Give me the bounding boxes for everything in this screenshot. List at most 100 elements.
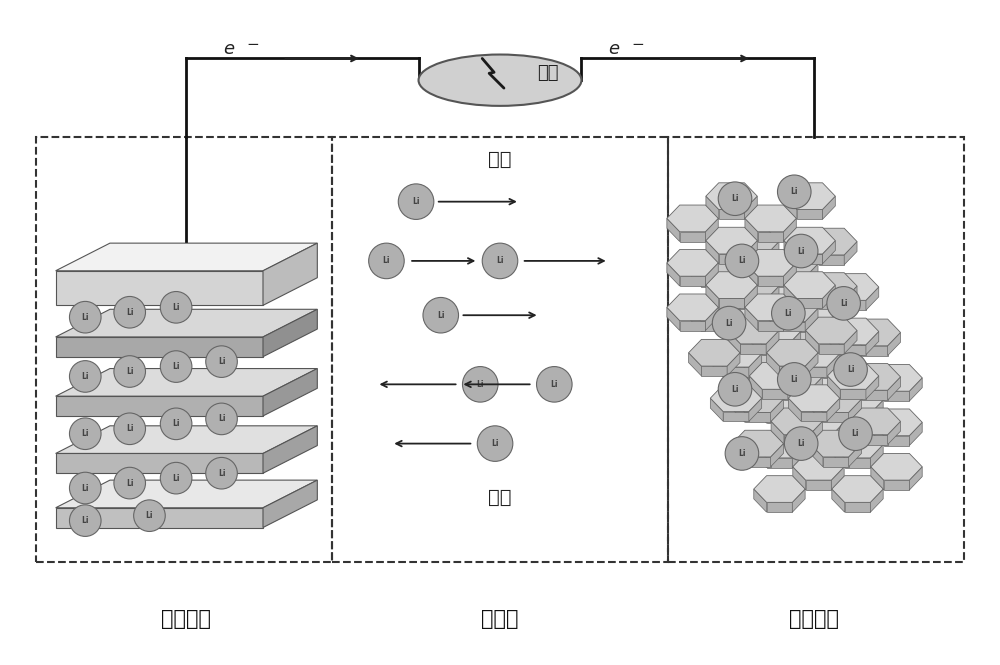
Polygon shape	[801, 367, 827, 377]
Text: Li: Li	[82, 313, 89, 322]
Polygon shape	[784, 285, 797, 309]
Circle shape	[160, 291, 192, 323]
Polygon shape	[788, 376, 801, 399]
Text: 负极材料: 负极材料	[789, 609, 839, 629]
Polygon shape	[723, 412, 749, 422]
Circle shape	[206, 346, 237, 378]
Polygon shape	[754, 444, 767, 467]
Circle shape	[712, 307, 746, 340]
Text: Li: Li	[82, 372, 89, 381]
Circle shape	[398, 184, 434, 219]
Polygon shape	[263, 426, 317, 473]
Polygon shape	[784, 227, 835, 254]
Polygon shape	[754, 431, 805, 458]
Polygon shape	[758, 276, 783, 286]
Polygon shape	[810, 332, 822, 356]
Text: Li: Li	[840, 299, 847, 308]
Polygon shape	[831, 422, 844, 446]
Polygon shape	[732, 386, 783, 412]
Polygon shape	[732, 354, 745, 378]
Circle shape	[834, 352, 867, 386]
Polygon shape	[827, 362, 879, 389]
Polygon shape	[710, 340, 762, 367]
Polygon shape	[744, 285, 757, 309]
Polygon shape	[822, 285, 835, 309]
Polygon shape	[705, 307, 718, 331]
Polygon shape	[767, 458, 792, 467]
Polygon shape	[719, 299, 744, 309]
Text: Li: Li	[126, 424, 133, 434]
Polygon shape	[870, 400, 883, 424]
Polygon shape	[766, 241, 779, 265]
Text: Li: Li	[172, 362, 180, 371]
Polygon shape	[832, 431, 883, 458]
Circle shape	[725, 437, 759, 470]
Polygon shape	[745, 263, 758, 286]
Circle shape	[839, 417, 872, 450]
Polygon shape	[779, 277, 805, 287]
Polygon shape	[680, 231, 705, 241]
Polygon shape	[801, 412, 827, 422]
Text: Li: Li	[172, 473, 180, 483]
Circle shape	[206, 458, 237, 489]
Polygon shape	[767, 264, 779, 287]
Text: 充电: 充电	[488, 150, 512, 169]
Circle shape	[784, 234, 818, 268]
Circle shape	[69, 418, 101, 450]
Polygon shape	[56, 337, 263, 356]
Polygon shape	[805, 309, 818, 331]
Text: Li: Li	[82, 429, 89, 438]
Polygon shape	[792, 489, 805, 512]
Polygon shape	[745, 218, 758, 241]
Polygon shape	[810, 444, 823, 467]
Circle shape	[114, 413, 145, 445]
Polygon shape	[758, 321, 783, 331]
Polygon shape	[909, 378, 922, 401]
Polygon shape	[840, 345, 866, 354]
Circle shape	[477, 426, 513, 462]
Circle shape	[114, 297, 145, 328]
Polygon shape	[832, 444, 845, 467]
Circle shape	[69, 360, 101, 392]
Polygon shape	[844, 241, 857, 265]
Polygon shape	[822, 241, 835, 264]
Polygon shape	[810, 354, 823, 378]
Circle shape	[482, 243, 518, 279]
Polygon shape	[870, 444, 883, 467]
Polygon shape	[723, 367, 749, 377]
Text: 电解质: 电解质	[481, 609, 519, 629]
Polygon shape	[749, 362, 801, 389]
Polygon shape	[56, 368, 317, 396]
Text: Li: Li	[847, 365, 854, 374]
Circle shape	[725, 244, 759, 278]
Text: Li: Li	[126, 479, 133, 487]
Polygon shape	[784, 346, 810, 356]
Polygon shape	[788, 331, 801, 354]
Polygon shape	[870, 489, 883, 512]
Polygon shape	[667, 205, 718, 231]
Polygon shape	[701, 277, 727, 287]
Polygon shape	[849, 422, 862, 445]
Text: e: e	[608, 40, 619, 58]
Polygon shape	[728, 286, 740, 309]
Polygon shape	[56, 271, 263, 305]
Polygon shape	[728, 331, 740, 354]
Text: Li: Li	[82, 483, 89, 493]
Polygon shape	[749, 274, 801, 301]
Polygon shape	[822, 196, 835, 219]
Circle shape	[777, 175, 811, 209]
Polygon shape	[788, 287, 801, 310]
Polygon shape	[827, 354, 840, 377]
Polygon shape	[832, 400, 845, 424]
Polygon shape	[845, 458, 870, 467]
Polygon shape	[784, 272, 835, 299]
Polygon shape	[849, 332, 862, 356]
Polygon shape	[792, 400, 805, 424]
Polygon shape	[728, 241, 740, 265]
Polygon shape	[793, 422, 806, 446]
Polygon shape	[849, 377, 862, 400]
Polygon shape	[831, 467, 844, 490]
Polygon shape	[840, 389, 866, 399]
Polygon shape	[740, 255, 766, 265]
Text: 正极材料: 正极材料	[161, 609, 211, 629]
